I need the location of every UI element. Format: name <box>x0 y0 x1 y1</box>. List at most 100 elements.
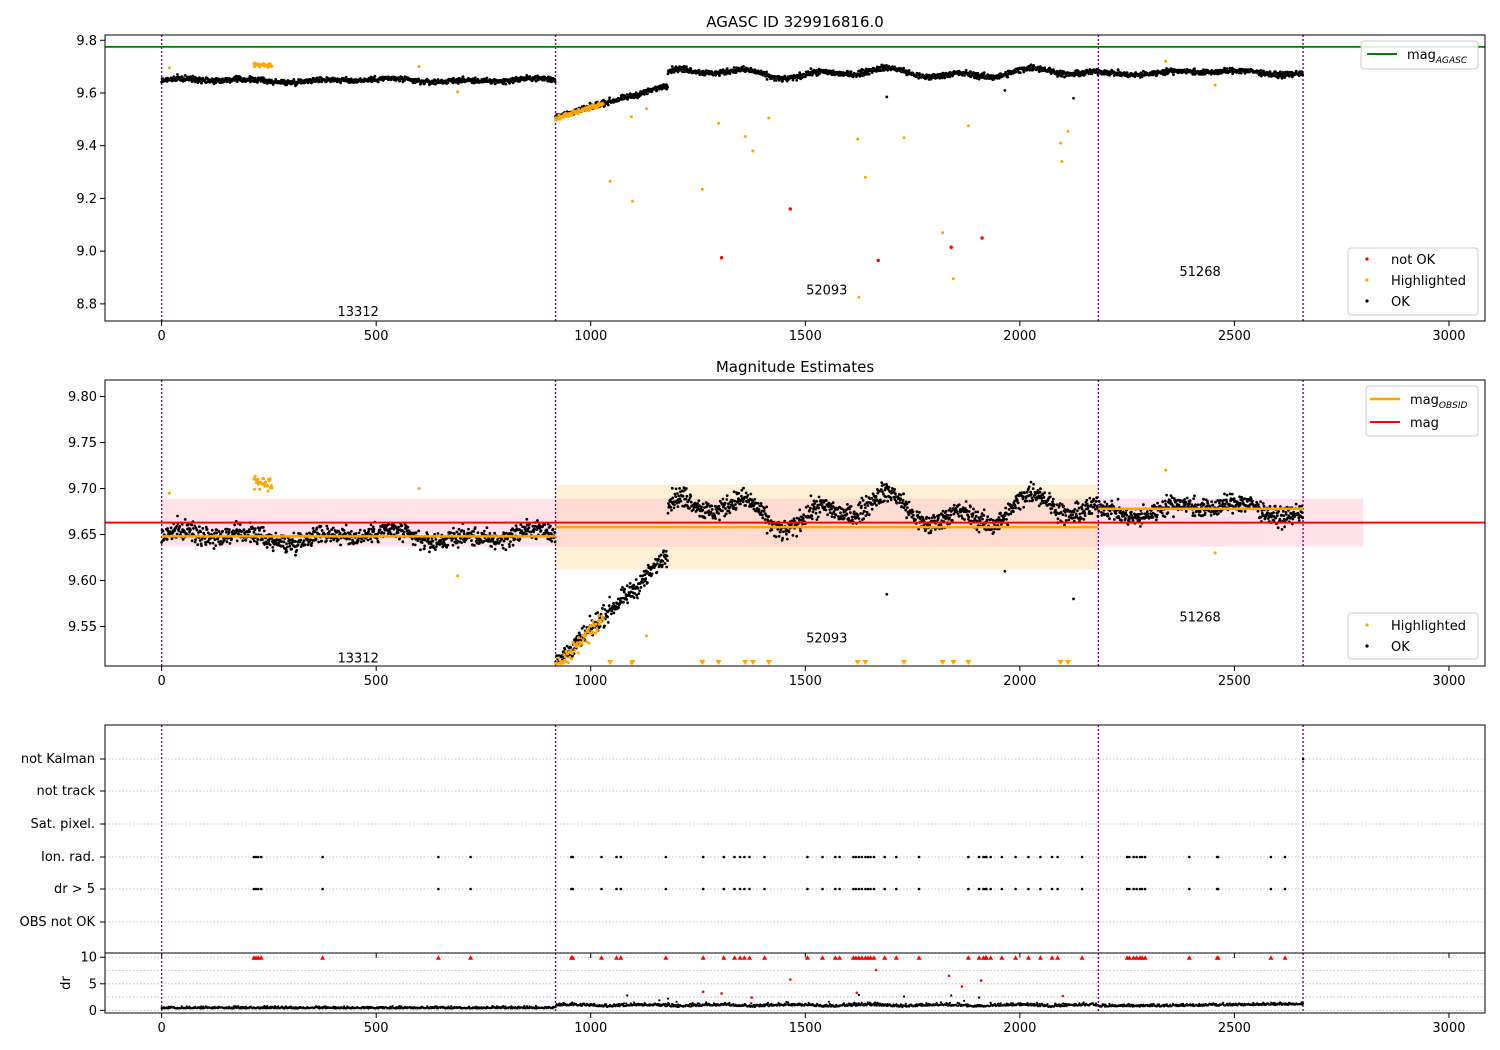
ok-point <box>646 92 649 95</box>
ok-point <box>941 509 945 513</box>
ok-point <box>739 502 742 506</box>
ok-point <box>1039 502 1043 505</box>
ok-point <box>666 559 669 562</box>
ok-point <box>864 494 868 498</box>
ok-point <box>487 537 491 541</box>
ok-point <box>967 515 971 519</box>
ok-point <box>688 506 691 510</box>
ok-point <box>986 515 990 519</box>
ok-point <box>798 71 802 75</box>
ok-point <box>906 506 909 510</box>
ok-point <box>817 506 820 510</box>
ok-point <box>306 543 310 547</box>
ok-point <box>860 496 864 500</box>
ok-point <box>369 523 373 527</box>
ok-point <box>732 66 736 69</box>
ok-point <box>757 508 761 512</box>
ok-point <box>338 531 342 535</box>
ok-point <box>460 541 463 544</box>
ok-point <box>936 516 940 520</box>
ok-point <box>787 530 791 534</box>
ok-point <box>997 516 1001 519</box>
ok-point <box>946 514 950 517</box>
highlighted-point <box>743 135 747 138</box>
ok-point <box>1128 74 1132 78</box>
ok-point <box>342 529 346 532</box>
ok-point <box>927 516 931 520</box>
ok-point <box>866 504 870 507</box>
ok-point <box>728 511 732 515</box>
ok-point <box>596 611 599 614</box>
ok-point <box>607 604 611 608</box>
ok-point <box>256 538 260 541</box>
highlighted-point <box>856 137 860 141</box>
ok-point <box>957 514 961 518</box>
ok-point <box>165 537 169 541</box>
ok-point <box>823 505 827 509</box>
ok-point <box>785 532 788 536</box>
ok-point <box>235 539 239 543</box>
ok-point <box>884 495 888 499</box>
highlighted-point <box>417 65 421 69</box>
ok-point <box>791 534 795 537</box>
ok-point <box>274 531 278 535</box>
ok-point <box>210 528 214 532</box>
ok-point <box>549 76 552 79</box>
ok-point <box>644 577 648 581</box>
ok-point <box>1038 490 1042 494</box>
ok-point <box>366 538 370 542</box>
ok-point <box>436 532 440 535</box>
ok-point <box>863 509 866 513</box>
ok-point <box>811 510 815 514</box>
ok-point <box>830 507 833 511</box>
panel2-title: Magnitude Estimates <box>716 358 874 376</box>
ok-point <box>1116 68 1120 72</box>
ok-point <box>602 603 605 607</box>
ok-point <box>626 98 629 101</box>
ok-point <box>826 72 829 76</box>
ok-point <box>1025 499 1029 503</box>
ok-point <box>671 496 675 500</box>
legend-highlighted-label: Highlighted <box>1391 274 1466 289</box>
ok-point <box>813 502 817 505</box>
ok-point <box>344 523 348 527</box>
ok-point <box>791 78 795 82</box>
legend-ok-label: OK <box>1391 295 1410 310</box>
ok-point <box>765 78 769 81</box>
ok-point <box>1052 503 1056 506</box>
panel1-obsid-labels: 13312 52093 51268 <box>337 265 1220 320</box>
ok-point <box>534 537 538 541</box>
ok-point <box>461 75 465 79</box>
ok-point <box>678 487 681 490</box>
ok-point <box>1014 506 1017 510</box>
ok-point <box>349 530 353 533</box>
ok-point <box>684 497 688 501</box>
ok-point <box>195 528 199 532</box>
ok-point <box>979 515 983 518</box>
ok-point <box>969 505 972 509</box>
ok-point <box>290 547 294 551</box>
ok-point <box>545 528 549 532</box>
ok-point <box>310 544 313 547</box>
ok-point <box>1163 73 1167 77</box>
ok-point <box>915 510 919 513</box>
ok-point <box>451 537 454 541</box>
ok-point <box>457 527 461 531</box>
ok-point <box>860 70 863 74</box>
ok-point <box>982 508 986 512</box>
ok-point <box>446 543 450 547</box>
ok-point <box>249 79 253 82</box>
ok-point <box>1051 497 1055 501</box>
ok-point <box>655 89 659 93</box>
ok-point <box>363 529 366 533</box>
ok-point <box>215 77 219 80</box>
ok-point <box>874 495 878 498</box>
ok-point <box>344 75 348 79</box>
ok-point <box>325 524 329 528</box>
ok-point <box>1239 71 1243 75</box>
ok-point <box>982 71 986 75</box>
ok-point <box>893 488 896 491</box>
ok-point <box>514 524 518 528</box>
highlighted-point <box>645 107 648 111</box>
ok-point <box>215 531 219 535</box>
